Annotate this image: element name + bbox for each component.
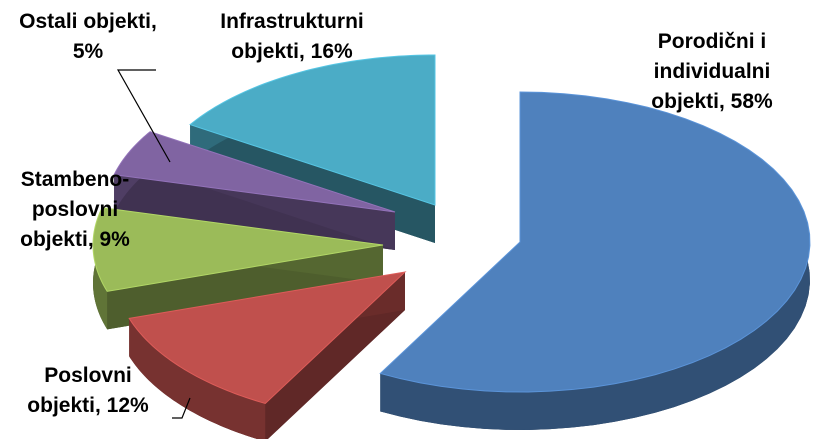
slice-side xyxy=(380,92,810,430)
slice-side xyxy=(129,318,266,439)
labels: Porodični i individualni objekti, 58% Poslo… xyxy=(19,10,773,417)
slice xyxy=(113,131,396,213)
data-label: Infrastrukturni objekti, 16% xyxy=(220,10,364,63)
leader-line xyxy=(116,69,171,163)
data-label: Ostali objekti, 5% xyxy=(19,10,157,63)
leader-line xyxy=(172,397,191,419)
data-label: Porodični i individualni objekti, 58% xyxy=(651,30,773,113)
slice xyxy=(128,271,407,405)
pie xyxy=(92,54,811,439)
data-label: Stambeno-poslovni objekti, 9% xyxy=(20,168,130,251)
data-label: Poslovni objekti, 12% xyxy=(27,364,149,417)
slice xyxy=(379,91,811,393)
slice xyxy=(189,54,436,206)
slice xyxy=(92,207,384,292)
slice-wall xyxy=(114,174,395,250)
